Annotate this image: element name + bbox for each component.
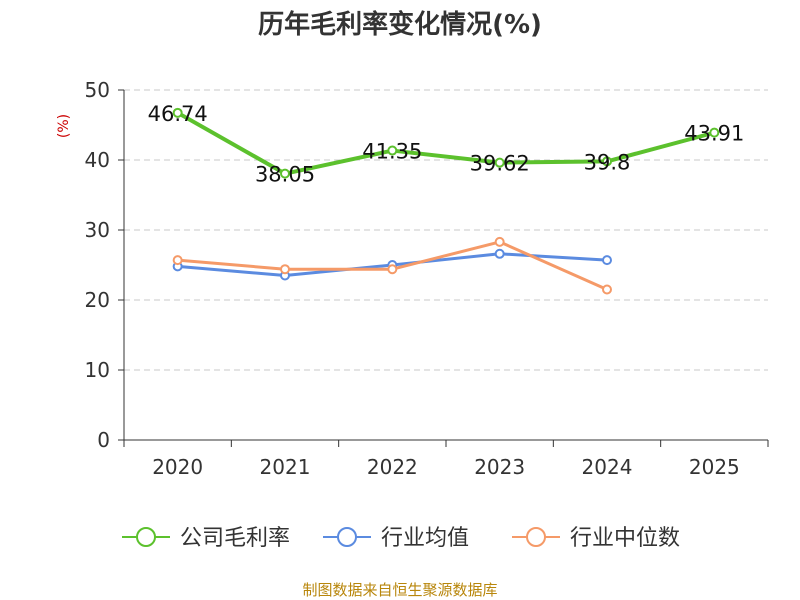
data-label-2024: 39.8: [584, 150, 631, 174]
data-point-s3-2023: [494, 236, 505, 247]
x-tick-label-2023: 2023: [474, 455, 525, 479]
data-point-s1-2024: [602, 156, 612, 167]
legend-item-2: 行业均值: [323, 526, 469, 551]
series-layer: [172, 107, 720, 295]
data-point-s1-2021: [280, 168, 290, 179]
y-tick-label-20: 20: [85, 288, 110, 312]
data-point-s1-2023: [494, 157, 505, 168]
x-tick-label-2021: 2021: [260, 455, 311, 479]
data-point-s2-2024: [602, 255, 612, 266]
data-point-s3-2020: [172, 255, 183, 266]
legend-item-3: 行业中位数: [512, 526, 680, 551]
legend-label-2: 行业均值: [381, 526, 469, 551]
data-label-2022: 41.35: [362, 140, 422, 164]
y-tick-label-10: 10: [85, 358, 110, 382]
data-point-s1-2025: [709, 127, 720, 138]
x-tick-label-2020: 2020: [152, 455, 203, 479]
axes: 0 10 20 30 40 50 2020 2021 2022 2023 2024 2025: [85, 78, 769, 479]
data-label-2021: 38.05: [255, 163, 315, 187]
legend-item-1: 公司毛利率: [122, 526, 290, 551]
data-labels: 46.74 38.05 41.35 39.62 39.8 43.91: [148, 102, 745, 187]
x-tick-label-2025: 2025: [689, 455, 740, 479]
legend-swatch-marker-3: [526, 527, 546, 547]
x-tick-label-2024: 2024: [582, 455, 633, 479]
source-note: 制图数据来自恒生聚源数据库: [302, 581, 497, 599]
y-tick-label-0: 0: [97, 428, 110, 452]
data-point-s3-2022: [387, 264, 398, 275]
legend-swatch-marker-1: [136, 527, 156, 547]
gridlines: [124, 89, 768, 371]
series-line-1: [175, 110, 717, 176]
x-tick-label-2022: 2022: [367, 455, 418, 479]
data-label-2025: 43.91: [684, 122, 744, 146]
legend-label-3: 行业中位数: [570, 526, 680, 551]
y-tick-label-40: 40: [85, 148, 110, 172]
series-3: [172, 236, 612, 295]
data-point-s1-2020: [172, 107, 183, 118]
y-tick-label-30: 30: [85, 218, 110, 242]
legend: 公司毛利率 行业均值 行业中位数: [122, 526, 680, 551]
data-point-s2-2023: [494, 248, 505, 259]
series-1: [172, 107, 720, 179]
chart-title: 历年毛利率变化情况(%): [258, 9, 542, 40]
data-point-s1-2022: [387, 145, 398, 156]
data-point-s3-2024: [602, 284, 612, 295]
legend-label-1: 公司毛利率: [180, 526, 290, 551]
y-axis-label: (%): [56, 114, 72, 138]
data-label-2020: 46.74: [148, 102, 208, 126]
legend-swatch-marker-2: [337, 527, 357, 547]
y-tick-label-50: 50: [85, 78, 110, 102]
data-label-2023: 39.62: [470, 152, 530, 176]
data-point-s3-2021: [280, 264, 290, 275]
